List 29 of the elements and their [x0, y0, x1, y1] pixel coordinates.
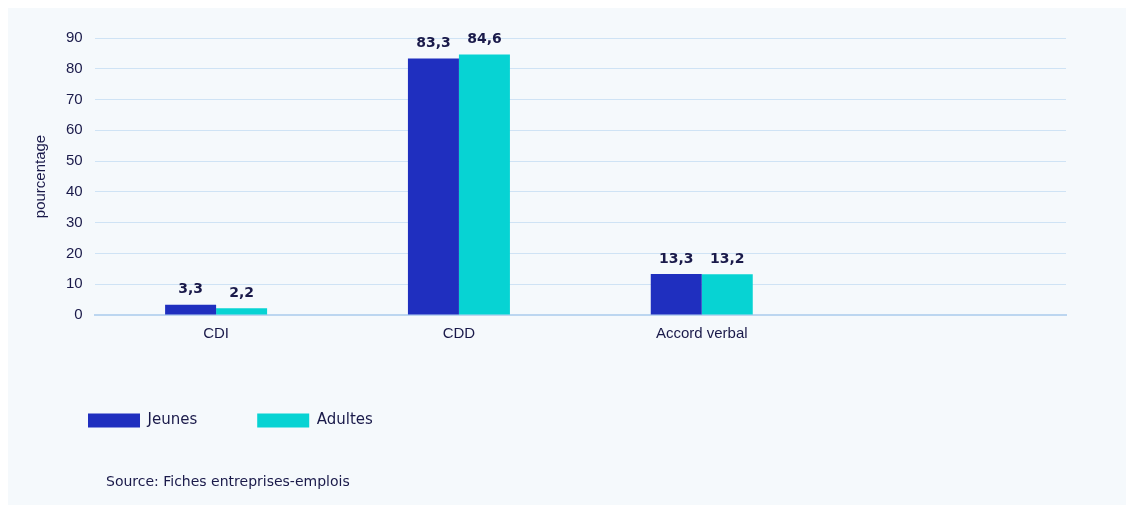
data-label: 2,2 [229, 283, 254, 300]
y-tick-label: 50 [66, 151, 83, 169]
y-tick-label: 30 [66, 212, 83, 230]
x-tick-label: CDI [203, 324, 230, 342]
y-tick-label: 40 [66, 182, 83, 200]
bar [650, 274, 702, 315]
y-tick-label: 80 [66, 58, 83, 76]
data-label: 13,3 [658, 249, 694, 266]
data-label: 13,2 [709, 250, 745, 267]
y-axis-title: pourcentage [31, 134, 49, 219]
data-label: 3,3 [178, 280, 204, 297]
y-tick-label: 90 [66, 28, 83, 46]
source-note: Source: Fiches entreprises-emplois [106, 473, 350, 489]
bar [165, 304, 217, 315]
bar [458, 54, 510, 315]
y-tick-label: 70 [66, 89, 83, 107]
legend-label: Adultes [316, 410, 374, 429]
data-label: 84,6 [467, 30, 502, 47]
x-tick-label: Accord verbal [655, 324, 748, 342]
legend-label: Jeunes [146, 410, 198, 429]
y-tick-label: 0 [74, 305, 83, 323]
y-tick-label: 10 [66, 274, 83, 292]
data-label: 83,3 [416, 34, 451, 51]
bar [407, 58, 459, 315]
x-tick-label: CDD [442, 324, 476, 342]
bar [216, 308, 268, 315]
y-tick-label: 60 [66, 120, 83, 138]
y-tick-label: 20 [66, 243, 83, 261]
bar [701, 274, 753, 315]
